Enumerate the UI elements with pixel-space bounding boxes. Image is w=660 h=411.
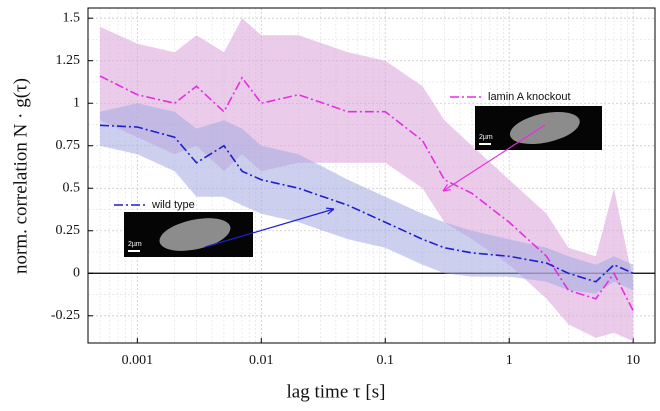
series-line [99, 124, 634, 283]
legend-label: lamin A knockout [488, 91, 571, 103]
scale-label: 2µm [128, 241, 142, 248]
annotation-arrow [204, 208, 335, 248]
x-tick-label: 0.1 [377, 353, 395, 368]
y-tick-label: 0.5 [63, 180, 81, 195]
y-tick-label: 1.5 [63, 10, 81, 25]
x-axis-label: lag time τ [s] [287, 381, 386, 402]
nucleus [159, 218, 231, 251]
y-tick-label: -0.25 [51, 308, 80, 323]
y-tick-label: 1.25 [56, 53, 81, 68]
arrow-head [442, 184, 451, 192]
legend-label: wild type [151, 199, 195, 211]
scale-label: 2µm [479, 134, 493, 141]
series-line [99, 75, 634, 312]
x-tick-label: 0.01 [249, 353, 274, 368]
error-band [100, 103, 634, 294]
y-tick-label: 0.75 [56, 138, 81, 153]
x-tick-label: 1 [506, 353, 513, 368]
annotation-arrow [442, 124, 546, 192]
error-band [100, 18, 634, 342]
y-axis-label: norm. correlation N · g(τ) [10, 78, 31, 274]
x-tick-label: 10 [626, 353, 640, 368]
y-tick-label: 0.25 [56, 223, 81, 238]
x-tick-label: 0.001 [122, 353, 154, 368]
plot-frame [87, 7, 656, 344]
y-tick-label: 0 [73, 265, 80, 280]
arrow-head [325, 207, 335, 215]
y-tick-label: 1 [73, 95, 80, 110]
